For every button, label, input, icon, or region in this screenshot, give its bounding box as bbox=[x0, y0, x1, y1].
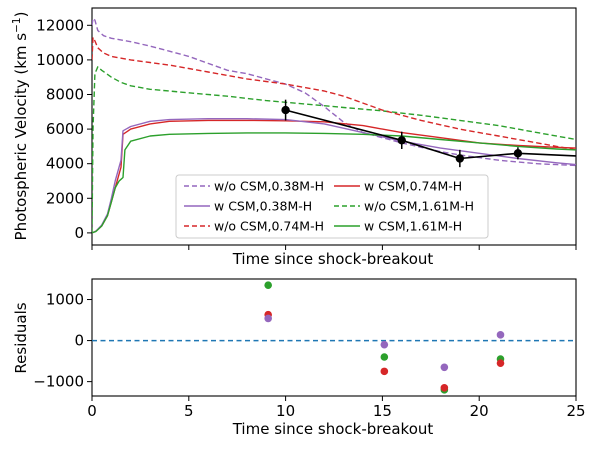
top-y-tick-label: 12000 bbox=[36, 16, 84, 34]
legend-label: w/o CSM,0.74M-H bbox=[214, 219, 324, 234]
top-y-tick-label: 10000 bbox=[36, 51, 84, 69]
bottom-y-tick-label: 0 bbox=[74, 332, 84, 350]
legend-label: w CSM,1.61M-H bbox=[364, 219, 462, 234]
residual-point bbox=[496, 359, 505, 367]
residual-point bbox=[380, 367, 389, 376]
top-y-axis-label-close: ) bbox=[12, 12, 30, 18]
series-line-0 bbox=[92, 17, 576, 167]
top-y-axis-label: Photospheric Velocity (km s−1) bbox=[11, 12, 30, 241]
residual-point bbox=[264, 281, 272, 289]
top-x-axis-label: Time since shock-breakout bbox=[232, 250, 434, 268]
residual-point bbox=[380, 340, 389, 349]
legend-label: w/o CSM,1.61M-H bbox=[364, 199, 474, 214]
bottom-x-tick-label: 25 bbox=[566, 402, 585, 420]
bottom-y-tick-label: 1000 bbox=[46, 291, 84, 309]
bottom-plot-frame bbox=[91, 278, 577, 397]
bottom-x-tick-label: 10 bbox=[276, 402, 295, 420]
series-line-5 bbox=[92, 132, 576, 234]
top-plot-frame bbox=[91, 7, 577, 246]
bottom-x-tick-label: 5 bbox=[184, 402, 194, 420]
top-panel: 0 2000 4000 6000 8000 10000 12000 Time since s… bbox=[11, 7, 577, 268]
bottom-y-tick-label: −1000 bbox=[33, 373, 84, 391]
legend: w/o CSM,0.38M-H w CSM,0.74M-H w CSM,0.38M-… bbox=[175, 174, 489, 239]
residual-point bbox=[264, 314, 272, 323]
observed-point bbox=[281, 105, 290, 115]
bottom-x-axis-label: Time since shock-breakout bbox=[232, 420, 434, 438]
legend-box bbox=[175, 174, 489, 239]
top-y-axis-label-sup: −1 bbox=[11, 17, 23, 32]
top-y-tick-label: 6000 bbox=[46, 120, 84, 138]
legend-label: w CSM,0.74M-H bbox=[364, 179, 462, 194]
bottom-y-axis-label: Residuals bbox=[12, 302, 30, 373]
series-line-3 bbox=[92, 66, 576, 233]
bottom-x-tick-label: 15 bbox=[373, 402, 392, 420]
residual-point bbox=[380, 353, 389, 361]
series-line-6 bbox=[285, 109, 576, 160]
top-y-axis-label-main: Photospheric Velocity (km s bbox=[12, 33, 30, 241]
bottom-x-tick-label: 0 bbox=[87, 402, 97, 420]
residual-point bbox=[440, 363, 449, 372]
top-y-tick-label: 0 bbox=[74, 224, 84, 242]
legend-label: w CSM,0.38M-H bbox=[214, 199, 312, 214]
series-line-4 bbox=[92, 36, 576, 151]
residual-point bbox=[496, 331, 505, 339]
observed-point bbox=[513, 149, 523, 158]
bottom-x-tick-label: 20 bbox=[470, 402, 489, 420]
residual-point bbox=[440, 383, 449, 392]
observed-point bbox=[397, 136, 406, 145]
top-y-tick-label: 2000 bbox=[46, 189, 84, 207]
legend-label: w/o CSM,0.38M-H bbox=[214, 179, 324, 194]
top-y-tick-label: 8000 bbox=[46, 85, 84, 103]
top-y-tick-label: 4000 bbox=[46, 155, 84, 173]
observed-point bbox=[455, 154, 465, 163]
